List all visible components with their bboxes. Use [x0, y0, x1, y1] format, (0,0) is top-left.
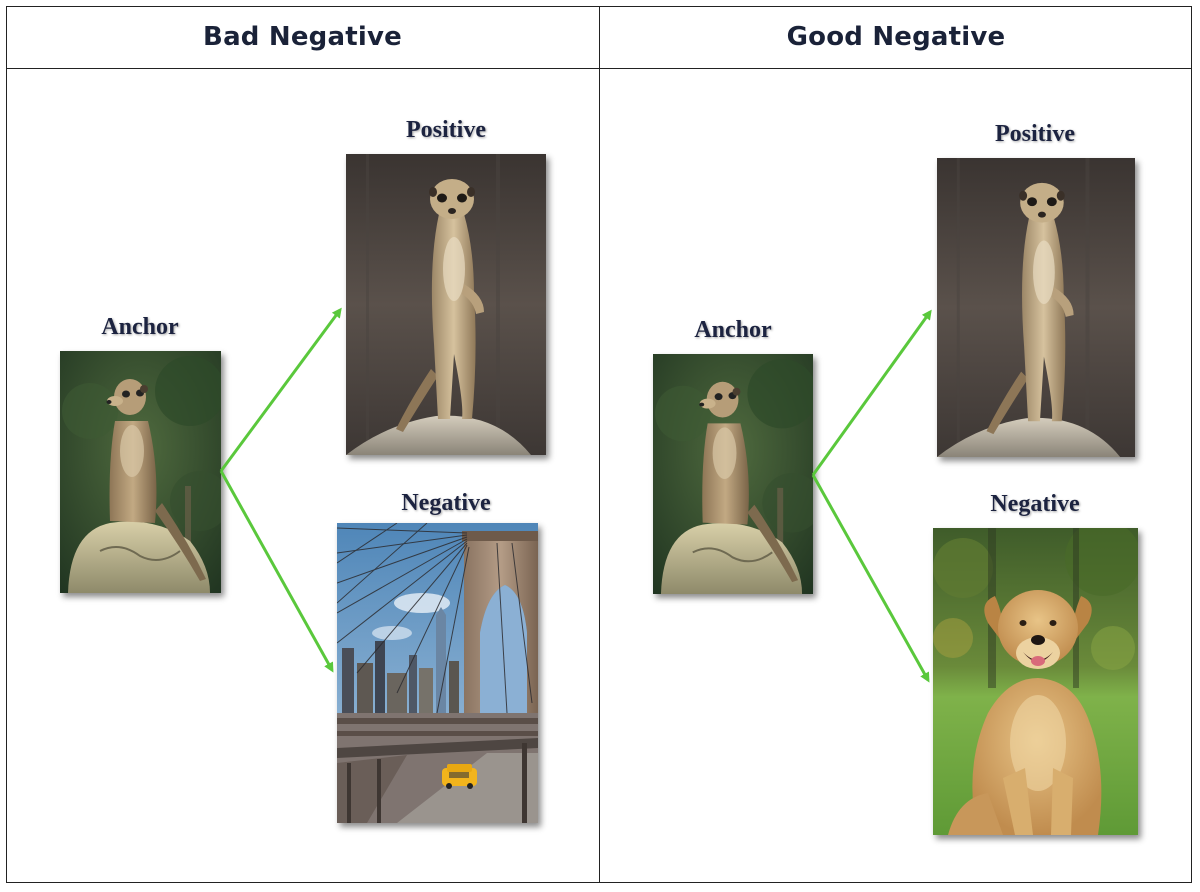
- positive-label-left: Positive: [406, 117, 486, 143]
- anchor-image-right: [653, 354, 813, 594]
- bad-negative-title: Bad Negative: [203, 22, 402, 52]
- positive-image-right: [937, 158, 1135, 457]
- anchor-label-left: Anchor: [101, 314, 179, 340]
- negative-label-right: Negative: [990, 491, 1080, 517]
- anchor-label-right: Anchor: [694, 317, 772, 343]
- column-divider: [599, 6, 600, 883]
- good-negative-image: [933, 528, 1138, 835]
- negative-label-left: Negative: [401, 490, 491, 516]
- positive-image-left: [346, 154, 546, 455]
- bad-negative-image: [337, 523, 538, 823]
- good-negative-title: Good Negative: [786, 22, 1006, 52]
- positive-label-right: Positive: [995, 121, 1075, 147]
- anchor-image-left: [60, 351, 221, 593]
